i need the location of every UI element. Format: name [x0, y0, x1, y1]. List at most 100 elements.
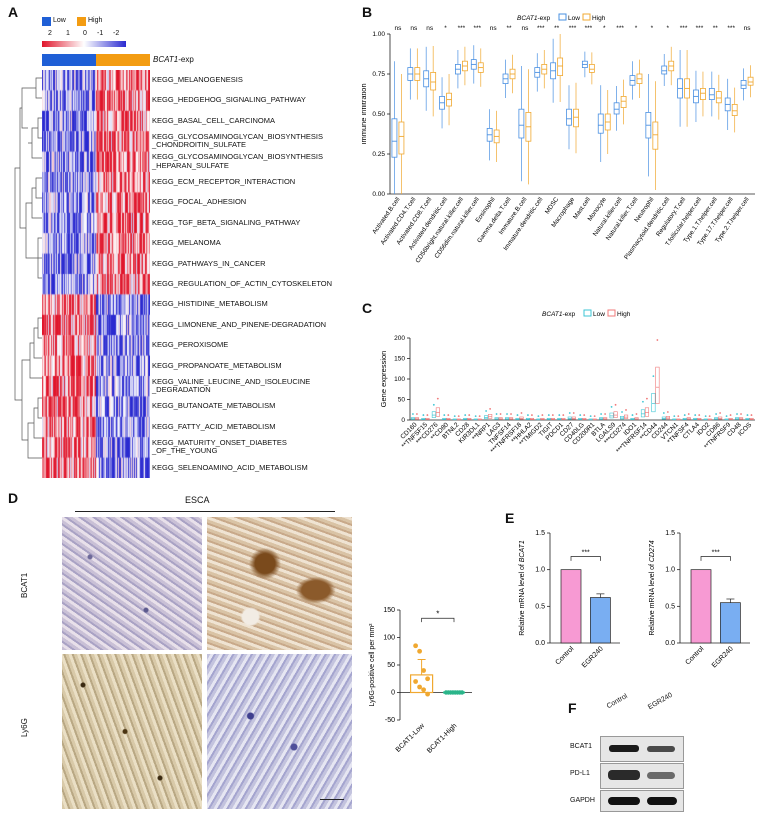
outlier-point	[416, 413, 418, 415]
x-tick-label: BCAT1-High	[426, 722, 458, 754]
significance-label: **	[713, 25, 719, 32]
outlier-point	[656, 339, 659, 341]
scale-tick-0: 0	[83, 30, 87, 37]
blot-pdl1	[600, 763, 684, 789]
outlier-point	[662, 412, 665, 414]
legend-high-label: High	[88, 17, 103, 24]
outlier-point	[562, 414, 565, 416]
significance-label: *	[444, 25, 447, 32]
kegg-row-label: KEGG_VALINE_LEUCINE_AND_ISOLEUCINE _DEGR…	[152, 376, 311, 395]
box	[391, 118, 398, 158]
box	[620, 96, 627, 109]
box	[609, 412, 614, 419]
panel-letter-f: F	[568, 700, 577, 716]
data-point-low	[417, 684, 422, 690]
esca-line	[75, 511, 335, 512]
ihc-ly6g-low	[62, 654, 202, 809]
outlier-point	[489, 408, 492, 410]
panel-letter-a: A	[8, 4, 19, 20]
significance-label: ***	[680, 25, 688, 32]
data-point-low	[413, 679, 418, 684]
track-label: BCAT1-exp	[153, 55, 194, 64]
outlier-point	[495, 413, 498, 415]
significance-label: ***	[473, 25, 481, 32]
legend-low-label: Low	[568, 15, 580, 22]
outlier-point	[683, 414, 686, 416]
y-tick-label: 200	[394, 335, 405, 342]
y-tick-label: 0.50	[372, 111, 385, 118]
outlier-point	[677, 415, 680, 418]
box	[652, 121, 659, 150]
scale-bar	[320, 799, 344, 800]
y-tick-label: 150	[383, 607, 395, 614]
significance-label: *	[635, 25, 638, 32]
kegg-row-label: KEGG_MATURITY_ONSET_DIABETES _OF_THE_YOU…	[152, 437, 287, 456]
box	[747, 76, 754, 86]
x-tick-label: EGR240	[581, 645, 605, 669]
y-axis-label: Immune infiltration	[362, 83, 368, 144]
row-label-bcat1: BCAT1	[20, 572, 29, 598]
outlier-point	[673, 415, 676, 418]
box	[430, 72, 437, 91]
row-dendrogram	[14, 77, 42, 459]
box	[640, 409, 646, 418]
box	[740, 80, 747, 89]
outlier-point	[740, 413, 742, 415]
outlier-point	[422, 414, 425, 416]
y-tick-label: 1.00	[372, 31, 385, 38]
significance-label: ns	[394, 25, 402, 32]
blot-row-gapdh: GAPDH	[570, 797, 595, 804]
esca-title: ESCA	[185, 495, 210, 505]
outlier-point	[558, 414, 561, 416]
significance-label: ns	[426, 25, 434, 32]
outlier-point	[719, 412, 722, 414]
significance-label: ns	[490, 25, 498, 32]
legend-high-swatch	[607, 309, 616, 317]
kegg-row-label: KEGG_PEROXISOME	[152, 340, 229, 350]
chart-e1: 0.0 0.5 1.0 1.5 Relative mRNA level of BCAT1…	[519, 530, 620, 669]
legend-high-label: High	[617, 311, 631, 318]
box	[700, 88, 706, 101]
scale-tick-1: 1	[66, 30, 70, 37]
outlier-point	[468, 414, 471, 416]
y-tick-label: 100	[394, 376, 405, 383]
outlier-point	[447, 414, 450, 416]
scale-tick-m1: -1	[97, 30, 104, 37]
outlier-point	[510, 413, 512, 415]
bar-low	[409, 674, 434, 694]
outlier-point	[457, 415, 460, 418]
outlier-point	[572, 412, 575, 414]
y-tick-label: -50	[385, 717, 395, 724]
kegg-row-label: KEGG_MELANOMA	[152, 238, 221, 248]
data-point-low	[425, 676, 430, 682]
outlier-point	[520, 412, 523, 414]
significance-bracket	[570, 556, 601, 561]
outlier-point	[589, 415, 592, 418]
x-tick-label: Control	[684, 645, 705, 666]
kegg-row-label: KEGG_TGF_BETA_SIGNALING_PATHWAY	[152, 217, 301, 227]
group-track-high	[96, 54, 150, 66]
significance-label: ***	[712, 549, 720, 556]
significance-bracket	[700, 556, 731, 561]
kegg-row-label: KEGG_GLYCOSAMINOGLYCAN_BIOSYNTHESIS _CHO…	[152, 131, 324, 150]
legend-low-swatch	[42, 17, 51, 26]
outlier-point	[537, 415, 540, 418]
ihc-bcat1-low	[62, 517, 202, 650]
y-tick-label: 150	[394, 356, 405, 363]
significance-bracket	[421, 617, 455, 623]
y-tick-label: 50	[387, 662, 395, 669]
scale-tick-2: 2	[48, 30, 52, 37]
panel-letter-c: C	[362, 300, 373, 316]
bar	[590, 597, 611, 644]
outlier-point	[646, 397, 648, 400]
significance-label: ***	[537, 25, 545, 32]
significance-label: **	[506, 25, 512, 32]
outlier-point	[464, 414, 467, 416]
box	[597, 113, 604, 134]
outlier-point	[547, 414, 550, 416]
significance-label: **	[554, 25, 560, 32]
significance-label: ***	[727, 25, 735, 32]
kegg-row-label: KEGG_MELANOGENESIS	[152, 74, 243, 84]
panel-letter-d: D	[8, 490, 19, 506]
outlier-point	[436, 397, 439, 400]
